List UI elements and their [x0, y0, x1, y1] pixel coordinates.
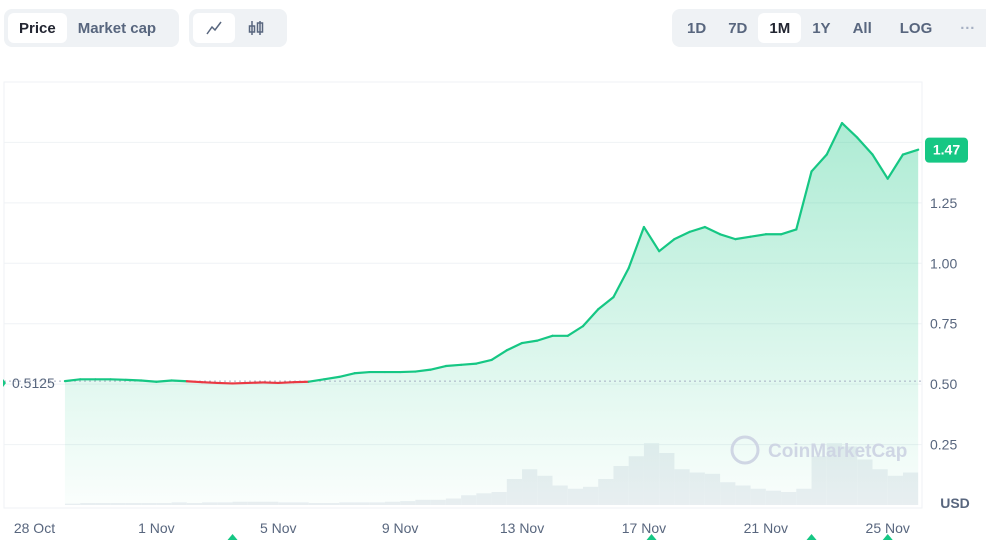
chart-style-tabs — [189, 9, 287, 47]
y-tick-label: 0.75 — [930, 316, 957, 332]
y-tick-label: 0.25 — [930, 437, 957, 453]
price-line-segment — [581, 308, 600, 328]
range-1d[interactable]: 1D — [687, 19, 707, 37]
baseline-label: 0.5125 — [12, 375, 55, 391]
price-line-segment — [673, 230, 691, 241]
event-marker-icon[interactable] — [227, 534, 238, 540]
price-line-segment — [719, 233, 737, 241]
price-line-segment — [703, 225, 722, 236]
price-line-segment — [155, 379, 173, 383]
x-tick-label: 17 Nov — [622, 520, 666, 536]
y-tick-label: 1.00 — [930, 255, 957, 271]
price-line-segment — [170, 379, 188, 383]
x-tick-label: 28 Oct — [14, 520, 55, 536]
price-line-segment — [140, 379, 158, 383]
y-tick-label: 0.50 — [930, 376, 957, 392]
coinmarketcap-logo-icon — [730, 435, 760, 465]
event-marker-icon[interactable] — [646, 534, 657, 540]
price-line-segment — [353, 370, 371, 375]
range-7d[interactable]: 7D — [728, 19, 748, 37]
price-line-segment — [612, 267, 630, 299]
price-line-segment — [871, 153, 889, 180]
x-tick-label: 5 Nov — [260, 520, 297, 536]
plot-frame — [3, 81, 923, 509]
price-line-segment — [688, 225, 706, 233]
price-line-segment — [795, 170, 813, 231]
line-chart-button[interactable] — [193, 13, 235, 43]
price-line-segment — [505, 341, 524, 352]
price-line-segment — [200, 381, 219, 385]
x-tick-label: 21 Nov — [744, 520, 788, 536]
price-line-segment — [749, 233, 767, 238]
tab-market-cap[interactable]: Market cap — [77, 19, 157, 37]
tab-price[interactable]: Price — [8, 13, 67, 43]
price-line-segment — [475, 358, 493, 365]
chart-type-tabs: Price Market cap — [4, 9, 179, 47]
price-line-segment — [124, 378, 143, 382]
currency-label: USD — [940, 495, 970, 511]
range-tabs: 1D 7D 1M 1Y All LOG ··· — [672, 9, 986, 47]
more-options-button[interactable]: ··· — [960, 19, 976, 37]
price-line-segment — [627, 225, 646, 270]
price-line-segment — [642, 225, 661, 253]
x-tick-label: 13 Nov — [500, 520, 544, 536]
price-area-fill — [64, 123, 919, 505]
range-1y[interactable]: 1Y — [812, 19, 831, 37]
price-line-segment — [322, 375, 341, 381]
price-line-segment — [414, 368, 432, 373]
price-line-segment — [185, 380, 204, 384]
price-line-segment — [840, 121, 859, 139]
current-price-label: 1.47 — [933, 142, 960, 158]
price-line-segment — [566, 325, 585, 337]
price-line-segment — [734, 235, 752, 241]
price-line-segment — [536, 334, 554, 342]
event-marker-icon[interactable] — [882, 534, 893, 540]
price-line-segment — [307, 378, 326, 383]
price-line-segment — [856, 136, 874, 156]
candlestick-icon — [248, 21, 264, 35]
price-line-segment — [429, 364, 447, 371]
y-tick-label: 1.25 — [930, 195, 957, 211]
price-line-segment — [444, 363, 463, 368]
current-price-badge — [925, 137, 968, 163]
price-line-segment — [520, 339, 539, 345]
event-marker-icon[interactable] — [806, 534, 817, 540]
price-line-segment — [779, 228, 798, 236]
x-tick-label: 25 Nov — [866, 520, 910, 536]
candlestick-button[interactable] — [235, 13, 277, 43]
price-line-segment — [901, 148, 920, 156]
range-1m[interactable]: 1M — [758, 13, 802, 43]
price-line-segment — [338, 372, 356, 378]
price-line-segment — [277, 381, 295, 385]
watermark-text: CoinMarketCap — [768, 441, 907, 462]
baseline-arrow-icon — [3, 379, 6, 387]
price-line-segment — [825, 121, 844, 156]
price-line-segment — [886, 153, 905, 180]
price-line-segment — [459, 362, 478, 366]
price-line-segment — [490, 349, 508, 362]
watermark: CoinMarketCap — [730, 435, 907, 465]
price-line-segment — [810, 153, 828, 173]
price-line-segment — [658, 238, 676, 253]
line-chart-icon — [206, 21, 222, 35]
log-scale-button[interactable]: LOG — [899, 19, 933, 37]
x-tick-label: 9 Nov — [382, 520, 419, 536]
price-line-segment — [63, 378, 82, 383]
range-all[interactable]: All — [852, 19, 872, 37]
x-tick-label: 1 Nov — [138, 520, 175, 536]
price-line-segment — [597, 296, 615, 311]
